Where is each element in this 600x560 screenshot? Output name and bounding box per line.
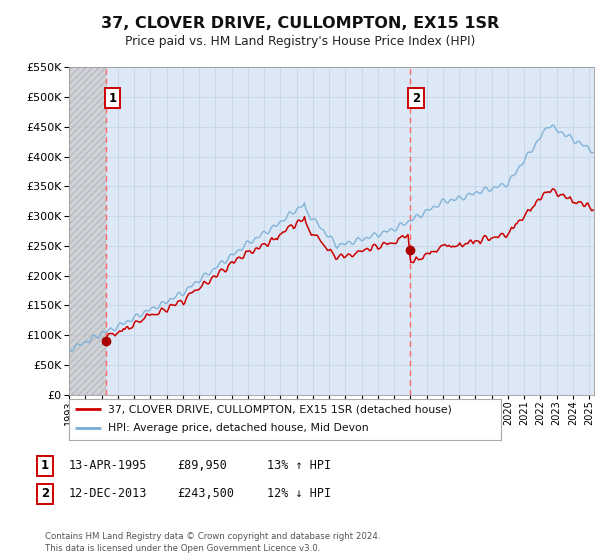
Text: £89,950: £89,950 <box>177 459 227 473</box>
Text: 13-APR-1995: 13-APR-1995 <box>69 459 148 473</box>
Text: £243,500: £243,500 <box>177 487 234 501</box>
Text: 37, CLOVER DRIVE, CULLOMPTON, EX15 1SR: 37, CLOVER DRIVE, CULLOMPTON, EX15 1SR <box>101 16 499 31</box>
Text: HPI: Average price, detached house, Mid Devon: HPI: Average price, detached house, Mid … <box>108 423 368 433</box>
Text: Price paid vs. HM Land Registry's House Price Index (HPI): Price paid vs. HM Land Registry's House … <box>125 35 475 48</box>
Text: 12% ↓ HPI: 12% ↓ HPI <box>267 487 331 501</box>
Text: 2: 2 <box>412 92 420 105</box>
Bar <box>69 67 106 395</box>
Text: 1: 1 <box>109 92 116 105</box>
Text: Contains HM Land Registry data © Crown copyright and database right 2024.
This d: Contains HM Land Registry data © Crown c… <box>45 533 380 553</box>
Text: 2: 2 <box>41 487 49 501</box>
Text: 37, CLOVER DRIVE, CULLOMPTON, EX15 1SR (detached house): 37, CLOVER DRIVE, CULLOMPTON, EX15 1SR (… <box>108 404 452 414</box>
Text: 1: 1 <box>41 459 49 473</box>
Text: 12-DEC-2013: 12-DEC-2013 <box>69 487 148 501</box>
Text: 13% ↑ HPI: 13% ↑ HPI <box>267 459 331 473</box>
